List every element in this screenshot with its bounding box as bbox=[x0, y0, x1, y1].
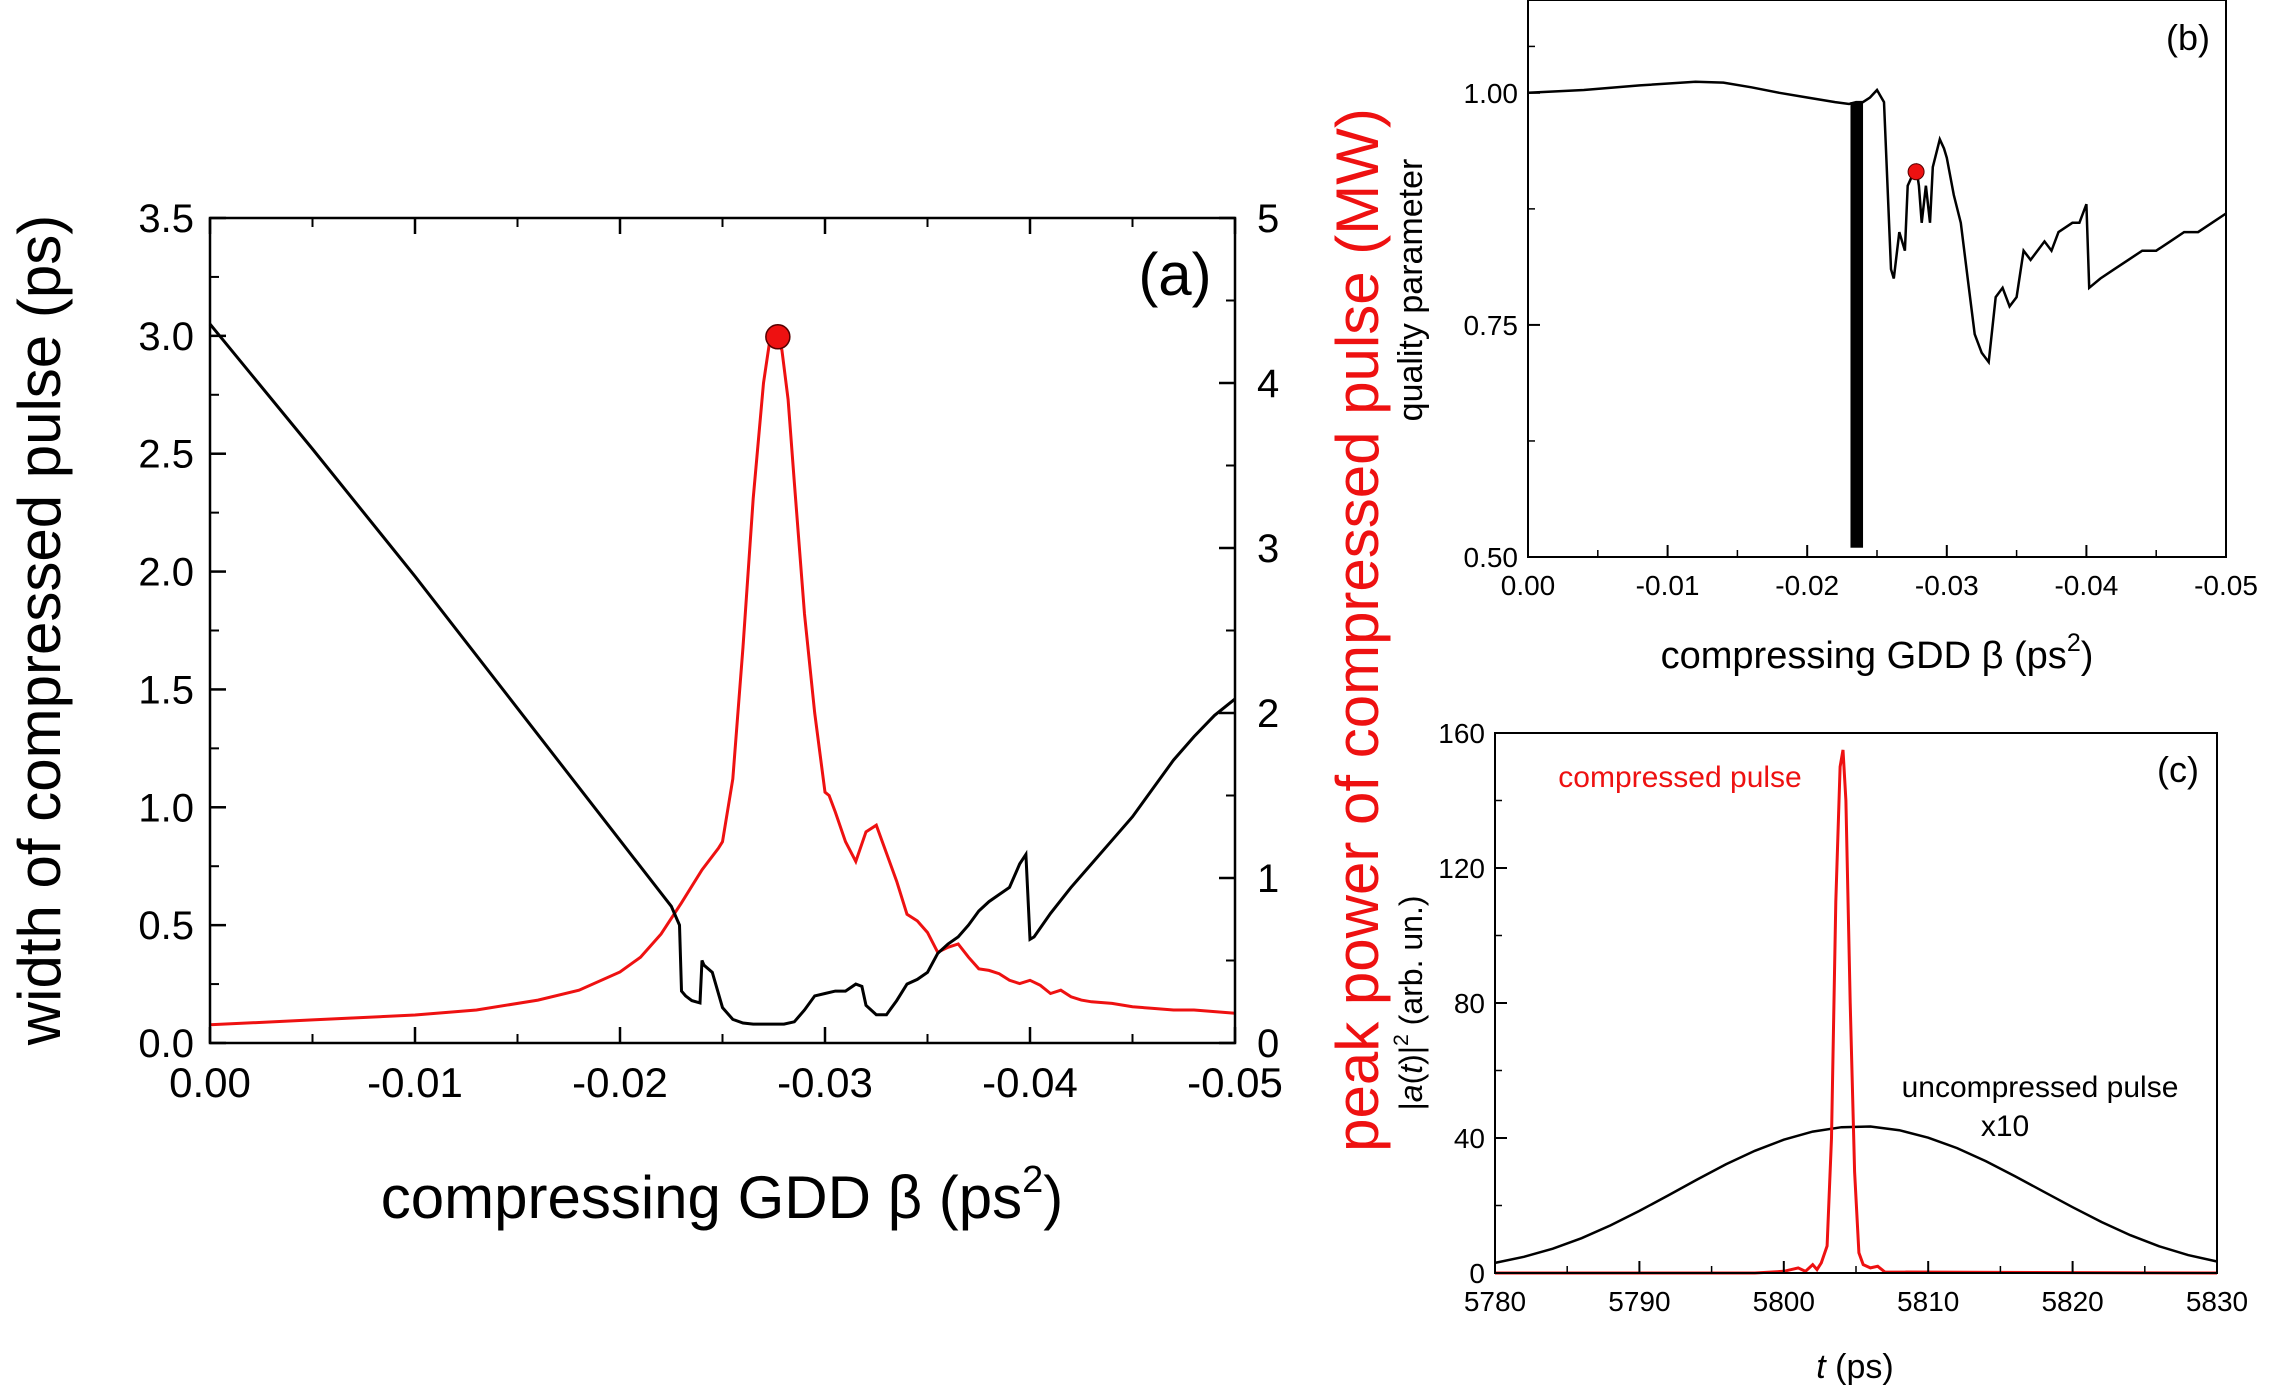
y-right-tick-label-a: 1 bbox=[1257, 857, 1279, 901]
panel-c: 5780 5790 5800 5810 5820 5830 0 40 80 120 160 (c)… bbox=[1390, 718, 2248, 1386]
x-tick-label-c: 5820 bbox=[2041, 1286, 2103, 1317]
y-axis-label-left-a: width of compressed pulse (ps) bbox=[6, 215, 73, 1046]
x-tick-label-c: 5800 bbox=[1753, 1286, 1815, 1317]
y-left-tick-label-a: 3.5 bbox=[138, 197, 194, 241]
x-axis-label-b: compressing GDD β (ps2) bbox=[1661, 629, 2094, 677]
x-tick-label-a: -0.01 bbox=[367, 1059, 463, 1106]
plot-frame-a bbox=[208, 216, 1237, 1045]
y-tick-label-b: 0.50 bbox=[1464, 542, 1519, 573]
x-tick-label-a: -0.05 bbox=[1187, 1059, 1283, 1106]
y-left-tick-label-a: 2.5 bbox=[138, 433, 194, 477]
x-axis-label-a: compressing GDD β (ps2) bbox=[381, 1159, 1063, 1231]
compressed-pulse-line bbox=[1495, 749, 2218, 1275]
panel-b: 0.00 -0.01 -0.02 -0.03 -0.04 -0.05 0.50 0.75 1.… bbox=[1392, 0, 2258, 677]
y-tick-label-c: 120 bbox=[1438, 853, 1485, 884]
y-axis-label-right-a: peak power of compressed pulse (MW) bbox=[1324, 108, 1391, 1152]
y-tick-label-c: 80 bbox=[1454, 988, 1485, 1019]
legend-compressed-pulse: compressed pulse bbox=[1558, 761, 1801, 794]
x-tick-label-b: -0.02 bbox=[1775, 570, 1839, 601]
x-tick-label-a: -0.02 bbox=[572, 1059, 668, 1106]
x-tick-label-b: 0.00 bbox=[1501, 570, 1556, 601]
y-left-tick-label-a: 1.5 bbox=[138, 668, 194, 712]
x-axis-label-c: t (ps) bbox=[1816, 1348, 1893, 1386]
quality-line bbox=[1527, 80, 2227, 366]
panel-label-b: (b) bbox=[2166, 17, 2210, 58]
y-left-tick-label-a: 0.0 bbox=[138, 1022, 194, 1066]
panel-label-c: (c) bbox=[2157, 749, 2199, 790]
y-left-tick-label-a: 2.0 bbox=[138, 551, 194, 595]
y-left-tick-label-a: 0.5 bbox=[138, 904, 194, 948]
max-power-marker bbox=[765, 324, 791, 350]
y-right-tick-label-a: 0 bbox=[1257, 1022, 1279, 1066]
y-right-tick-label-a: 4 bbox=[1257, 362, 1279, 406]
y-axis-label-c: |a(t)|2 (arb. un.) bbox=[1390, 895, 1429, 1110]
panel-label-a: (a) bbox=[1138, 241, 1211, 308]
x-tick-label-c: 5810 bbox=[1897, 1286, 1959, 1317]
legend-uncompressed-pulse: uncompressed pulse bbox=[1902, 1071, 2179, 1104]
x-tick-label-c: 5780 bbox=[1464, 1286, 1526, 1317]
panel-a: 0.00 -0.01 -0.02 -0.03 -0.04 -0.05 0.0 0.5 1.0 1… bbox=[6, 108, 1391, 1231]
x-tick-label-a: 0.00 bbox=[169, 1059, 251, 1106]
x-tick-label-c: 5830 bbox=[2186, 1286, 2248, 1317]
y-left-tick-label-a: 3.0 bbox=[138, 315, 194, 359]
x-tick-label-b: -0.05 bbox=[2194, 570, 2258, 601]
pulse-width-line bbox=[208, 323, 1236, 1026]
x-tick-label-b: -0.01 bbox=[1636, 570, 1700, 601]
x-tick-label-b: -0.03 bbox=[1915, 570, 1979, 601]
y-tick-label-c: 40 bbox=[1454, 1123, 1485, 1154]
x-tick-label-a: -0.04 bbox=[982, 1059, 1078, 1106]
x-tick-label-b: -0.04 bbox=[2054, 570, 2118, 601]
peak-power-line bbox=[209, 334, 1236, 1027]
y-tick-label-c: 160 bbox=[1438, 718, 1485, 749]
legend-x10: x10 bbox=[1981, 1110, 2029, 1143]
y-tick-label-b: 0.75 bbox=[1464, 310, 1519, 341]
quality-marker bbox=[1907, 163, 1925, 181]
plot-frame-b bbox=[1527, 0, 2227, 558]
y-right-tick-label-a: 5 bbox=[1257, 197, 1279, 241]
y-axis-label-b: quality parameter bbox=[1392, 159, 1430, 422]
y-right-tick-label-a: 3 bbox=[1257, 527, 1279, 571]
y-tick-label-c: 0 bbox=[1469, 1258, 1485, 1289]
x-tick-label-a: -0.03 bbox=[777, 1059, 873, 1106]
quality-oscillation-band bbox=[1850, 102, 1864, 548]
uncompressed-pulse-line bbox=[1494, 1125, 2218, 1265]
y-right-tick-label-a: 2 bbox=[1257, 692, 1279, 736]
y-tick-label-b: 1.00 bbox=[1464, 78, 1519, 109]
x-tick-label-c: 5790 bbox=[1608, 1286, 1670, 1317]
y-left-tick-label-a: 1.0 bbox=[138, 786, 194, 830]
